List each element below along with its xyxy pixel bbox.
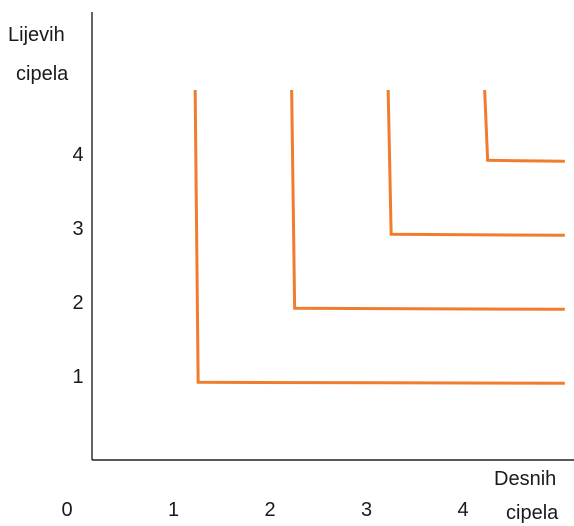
x-axis-title-line-2: cipela [506,502,559,524]
indifference-curve-1 [193,89,565,385]
indifference-curves [193,89,565,385]
x-tick-label-1: 1 [168,499,179,521]
y-axis-title: Lijevih cipela [8,24,69,85]
axes [91,12,574,461]
y-tick-label-2: 2 [72,292,83,314]
x-tick-label-2: 2 [264,499,275,521]
y-tick-labels: 1 2 3 4 [72,144,83,388]
x-tick-label-3: 3 [361,499,372,521]
y-tick-label-3: 3 [72,218,83,240]
indifference-curve-4 [483,89,565,163]
x-tick-label-4: 4 [457,499,468,521]
x-axis-title-line-1: Desnih [494,468,556,490]
y-tick-label-4: 4 [72,144,83,166]
y-axis-title-line-2: cipela [16,63,69,85]
x-axis-title: Desnih cipela [494,468,559,524]
origin-label: 0 [61,499,72,521]
indifference-curve-3 [386,89,565,237]
y-axis-title-line-1: Lijevih [8,24,65,46]
indifference-curve-2 [290,89,565,311]
x-tick-labels: 1 2 3 4 [168,499,469,521]
y-tick-label-1: 1 [72,366,83,388]
